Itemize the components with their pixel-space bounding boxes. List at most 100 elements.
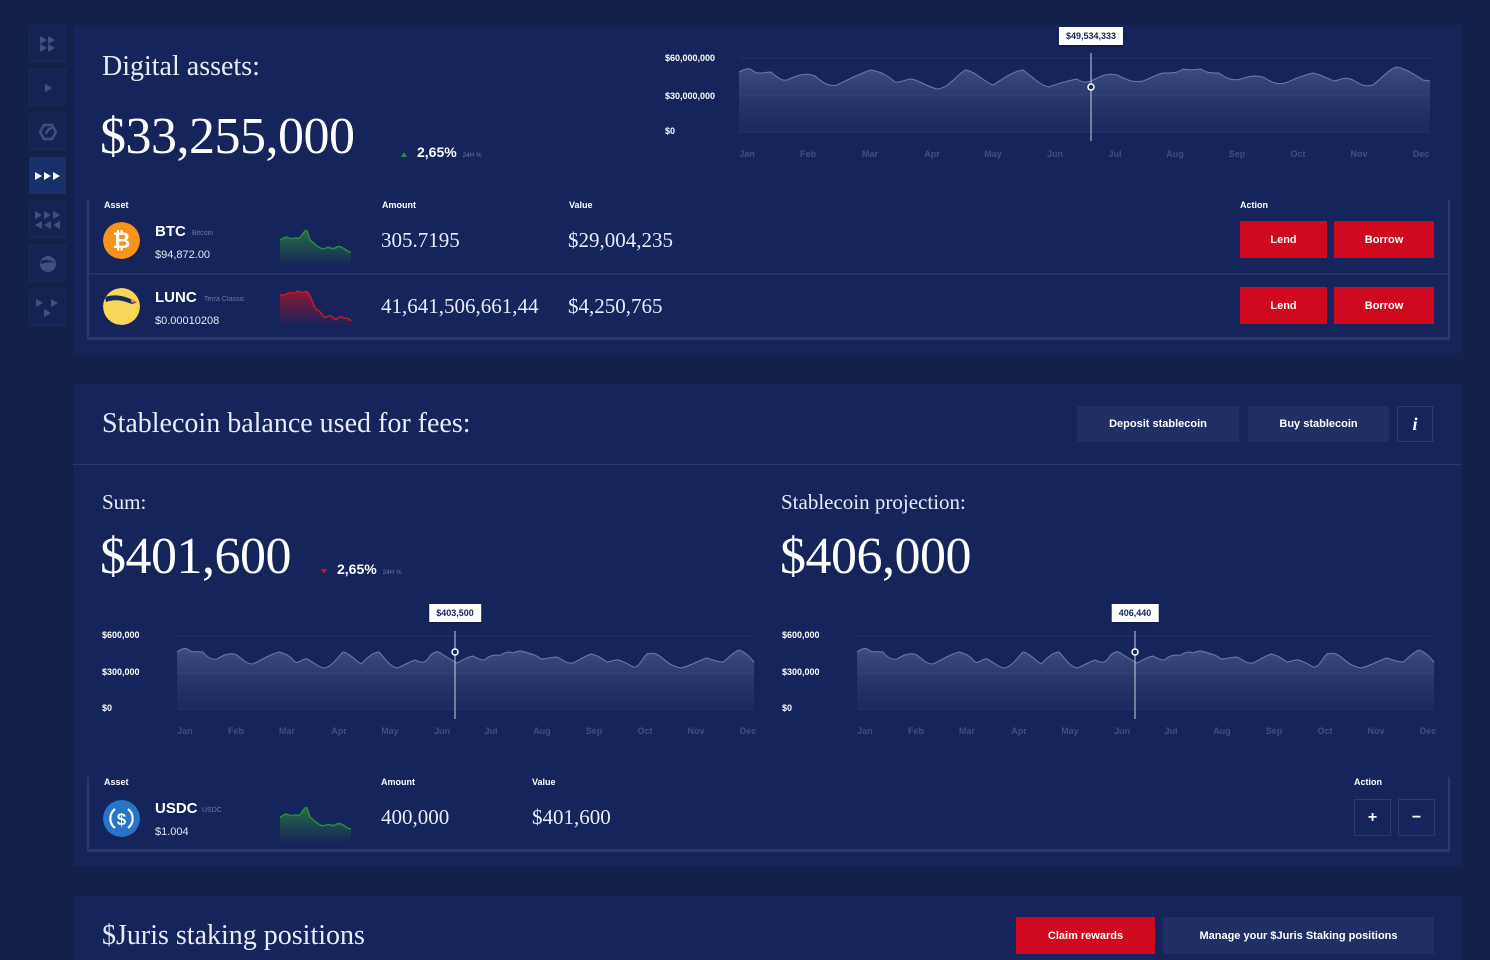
x-label: May	[1061, 726, 1079, 736]
borrow-button-btc[interactable]: Borrow	[1334, 221, 1434, 258]
increase-button[interactable]: +	[1354, 799, 1391, 836]
asset-symbol: BTC	[155, 223, 186, 240]
buy-stablecoin-button[interactable]: Buy stablecoin	[1248, 406, 1389, 442]
digital-assets-chart[interactable]: $60,000,000 $30,000,000 $0 $49,534,333 J…	[663, 25, 1443, 175]
sidebar-item-grid-triangles[interactable]	[29, 201, 66, 238]
x-label: May	[381, 726, 399, 736]
sidebar-item-double-triangle[interactable]	[29, 25, 66, 62]
x-label: Feb	[907, 726, 925, 736]
sidebar	[29, 25, 66, 333]
x-label: Nov	[1367, 726, 1385, 736]
deposit-stablecoin-button[interactable]: Deposit stablecoin	[1077, 406, 1239, 442]
row-divider	[89, 273, 1448, 275]
column-header-action: Action	[1240, 200, 1268, 210]
asset-price: $94,872.00	[155, 249, 211, 261]
decrease-button[interactable]: −	[1398, 799, 1435, 836]
x-label: Dec	[1412, 149, 1430, 159]
asset-name: Bitcoin	[192, 230, 214, 237]
x-label: Mar	[958, 726, 976, 736]
x-label: Jul	[1164, 726, 1178, 736]
digital-assets-title: Digital assets:	[102, 51, 260, 82]
manage-staking-button[interactable]: Manage your $Juris Staking positions	[1163, 917, 1434, 954]
moon-icon	[39, 255, 56, 272]
sidebar-item-play[interactable]	[29, 69, 66, 106]
usdc-icon: $	[103, 800, 140, 837]
y-label: $0	[782, 703, 793, 713]
column-header-value: Value	[569, 200, 593, 210]
sparkline-up	[280, 229, 352, 266]
x-label: Aug	[1166, 149, 1184, 159]
stablecoin-table: Asset Amount Value Action $ USDC USDC $1…	[87, 777, 1450, 852]
x-label: Jan	[857, 726, 873, 736]
asset-amount: 305.7195	[381, 228, 460, 252]
section-divider	[73, 464, 1462, 465]
x-label: Dec	[739, 726, 757, 736]
change-percent: 2,65%	[417, 144, 457, 160]
swirl-icon	[38, 123, 57, 140]
x-label: Feb	[799, 149, 817, 159]
y-label: $600,000	[782, 630, 820, 640]
y-label: $60,000,000	[665, 53, 716, 63]
x-label: Sep	[1265, 726, 1283, 736]
svg-text:₿: ₿	[113, 228, 131, 253]
projection-chart[interactable]: $600,000 $300,000 $0 406,440 Jan Feb Mar…	[781, 602, 1441, 742]
asset-amount: 41,641,506,661,44	[381, 294, 539, 318]
stablecoin-title: Stablecoin balance used for fees:	[102, 408, 471, 439]
stablecoin-panel: Stablecoin balance used for fees: Deposi…	[73, 384, 1462, 866]
lend-button-lunc[interactable]: Lend	[1240, 287, 1327, 324]
play-icon	[44, 83, 52, 92]
asset-price: $0.00010208	[155, 315, 220, 327]
change-tag: 24H %	[462, 153, 482, 159]
chart-tooltip: $403,500	[429, 604, 481, 622]
x-label: Apr	[1011, 726, 1027, 736]
asset-symbol: LUNC	[155, 289, 197, 306]
double-triangle-icon	[39, 35, 55, 52]
sidebar-item-triple-play[interactable]	[29, 157, 66, 194]
y-label: $30,000,000	[665, 91, 716, 101]
sidebar-item-moon[interactable]	[29, 245, 66, 282]
y-label: $600,000	[102, 630, 140, 640]
area-chart-graphic	[176, 631, 755, 719]
column-header-asset: Asset	[104, 777, 129, 787]
asset-value: $4,250,765	[568, 294, 663, 318]
x-label: Sep	[585, 726, 603, 736]
x-label: Oct	[1317, 726, 1333, 736]
x-label: Mar	[861, 149, 879, 159]
lend-button-btc[interactable]: Lend	[1240, 221, 1327, 258]
x-label: Feb	[227, 726, 245, 736]
asset-symbol: USDC	[155, 800, 198, 817]
column-header-amount: Amount	[381, 777, 415, 787]
x-label: Jun	[1113, 726, 1131, 736]
chart-tooltip: $49,534,333	[1058, 27, 1124, 45]
table-row-btc: ₿ BTC Bitcoin $94,872.00 305.7195 $29,00…	[89, 214, 1448, 274]
sparkline-down	[280, 290, 352, 326]
x-label: Sep	[1228, 149, 1246, 159]
projection-value: $406,000	[780, 528, 972, 585]
claim-rewards-button[interactable]: Claim rewards	[1016, 917, 1155, 954]
sidebar-item-swirl[interactable]	[29, 113, 66, 150]
projection-label: Stablecoin projection:	[781, 490, 966, 514]
bitcoin-icon: ₿	[103, 222, 140, 259]
info-button[interactable]: i	[1397, 406, 1433, 442]
x-label: Jan	[177, 726, 193, 736]
y-label: $0	[102, 703, 113, 713]
staking-title: $Juris staking positions	[102, 920, 365, 951]
x-label: Nov	[687, 726, 705, 736]
terra-classic-icon	[103, 288, 140, 325]
sidebar-item-scatter-triangles[interactable]	[29, 289, 66, 326]
asset-amount: 400,000	[381, 805, 450, 829]
area-chart-graphic	[856, 631, 1435, 719]
x-label: Mar	[278, 726, 296, 736]
column-header-value: Value	[532, 777, 556, 787]
y-label: $0	[665, 126, 676, 136]
x-label: Jan	[739, 149, 755, 159]
sum-label: Sum:	[102, 490, 147, 514]
arrow-up-icon	[401, 152, 407, 157]
sum-chart[interactable]: $600,000 $300,000 $0 $403,500 Jan Feb Ma…	[101, 602, 761, 742]
x-label: Apr	[924, 149, 940, 159]
borrow-button-lunc[interactable]: Borrow	[1334, 287, 1434, 324]
change-percent: 2,65%	[337, 561, 377, 577]
digital-assets-change: 2,65% 24H %	[401, 144, 482, 160]
sum-change: 2,65% 24H %	[321, 561, 402, 577]
arrow-down-icon	[321, 569, 327, 574]
